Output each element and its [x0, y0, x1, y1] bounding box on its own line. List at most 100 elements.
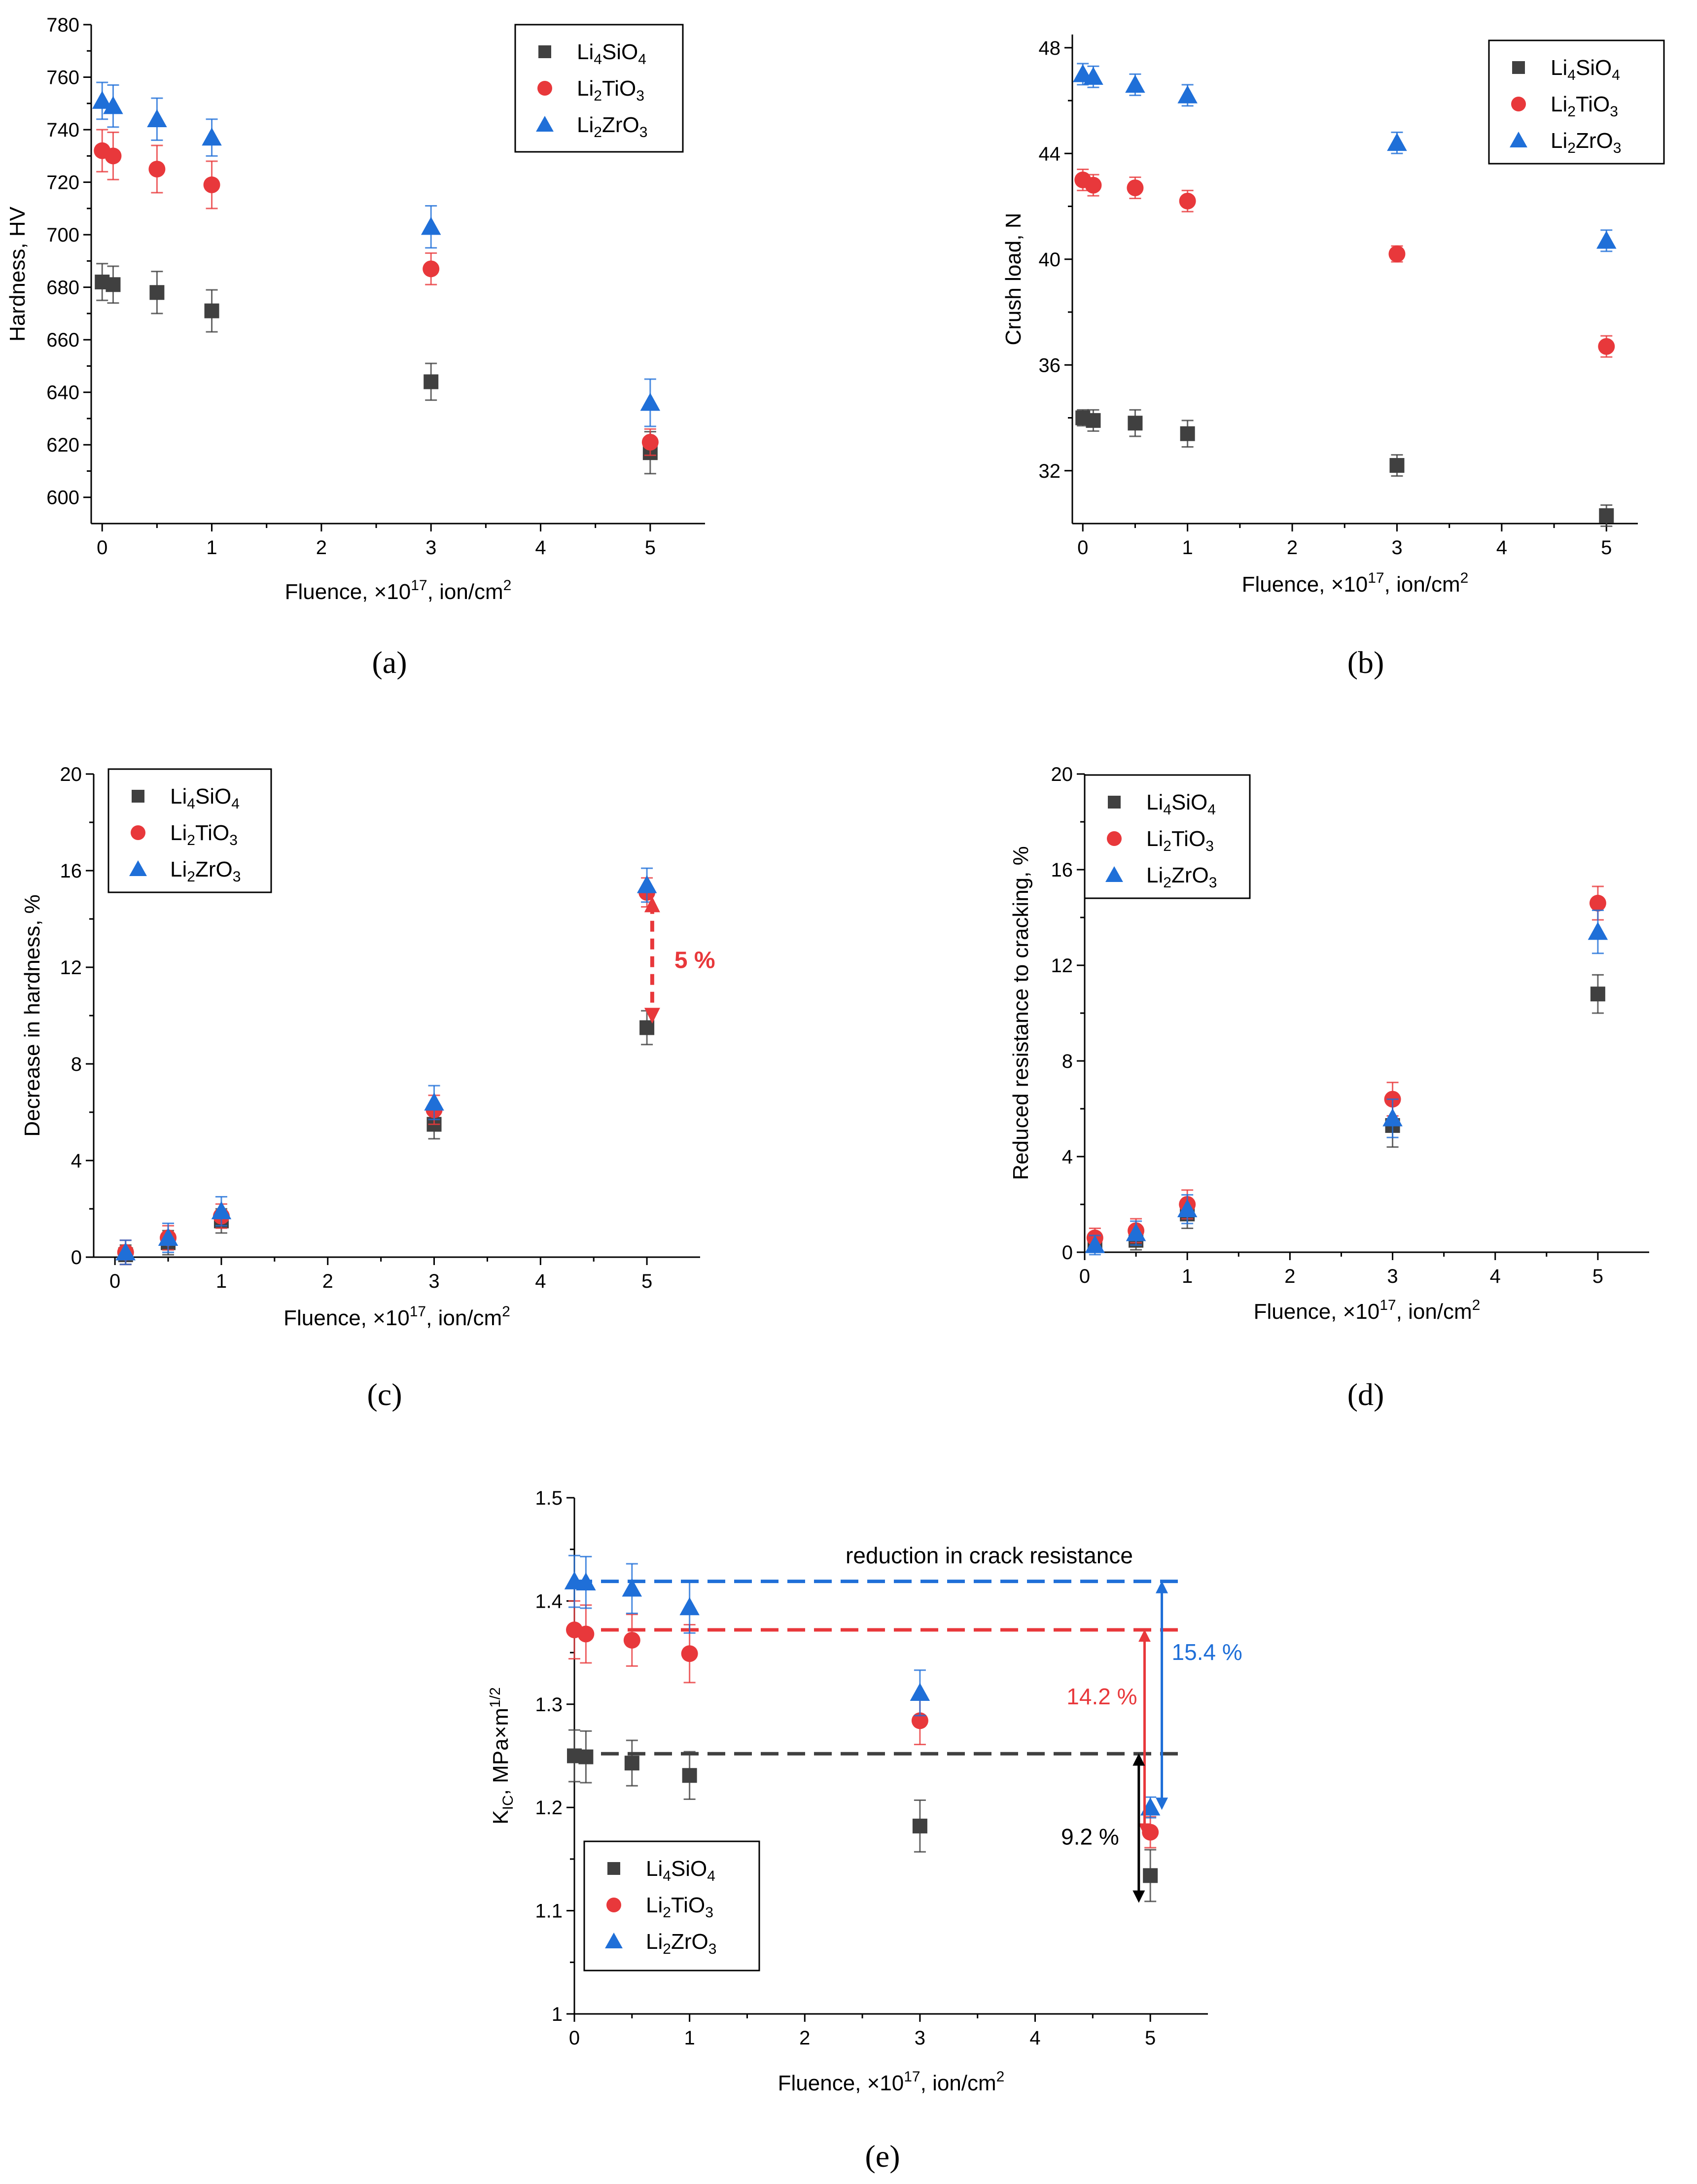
legend-mid: SiO [671, 1857, 707, 1881]
data-point [158, 1228, 178, 1246]
legend-label: Li2TiO3 [170, 821, 238, 848]
data-point [1127, 179, 1144, 197]
x-tick-label: 1 [1182, 537, 1193, 559]
panel-label: (b) [1347, 645, 1384, 680]
x-label-sup2: 2 [1460, 570, 1469, 586]
x-axis-label: Fluence, ×1017, ion/cm2 [285, 577, 512, 604]
legend-label: Li2TiO3 [1146, 827, 1214, 854]
y-tick-label: 760 [46, 67, 79, 89]
x-tick-label: 0 [97, 537, 107, 559]
series-li4sio4 [118, 1010, 655, 1266]
legend-marker [538, 45, 551, 58]
panel-label: (d) [1347, 1377, 1384, 1412]
legend-label: Li2TiO3 [577, 76, 644, 104]
x-label-text: Fluence, ×10 [778, 2071, 904, 2095]
data-point [576, 1572, 596, 1590]
x-tick-label: 2 [316, 537, 327, 559]
x-label-text2: , ion/cm [1396, 1300, 1472, 1324]
legend-label: Li4SiO4 [1146, 790, 1216, 818]
series-li2zro3 [92, 81, 661, 427]
data-point [204, 303, 219, 318]
legend-sub2: 4 [1612, 67, 1620, 83]
legend-sub1: 2 [187, 869, 195, 885]
y-tick-label: 680 [46, 277, 79, 299]
x-tick-label: 2 [1287, 537, 1298, 559]
legend-mid: ZrO [1171, 863, 1209, 887]
y-label-sub: IC [500, 1795, 516, 1810]
legend-label: Li2TiO3 [646, 1893, 713, 1921]
legend-sub1: 4 [1163, 802, 1171, 818]
x-tick-label: 5 [1145, 2027, 1156, 2049]
legend-sub2: 3 [708, 1941, 717, 1957]
legend-sub2: 4 [638, 51, 646, 68]
data-point [1177, 1199, 1198, 1217]
y-tick-label: 1.2 [535, 1797, 563, 1819]
y-tick-label: 700 [46, 224, 79, 246]
data-point [1589, 894, 1606, 912]
y-tick-label: 48 [1039, 37, 1061, 59]
legend-base: Li [1146, 827, 1163, 851]
data-point [424, 1092, 444, 1111]
legend-base: Li [1146, 790, 1163, 814]
x-axis-label: Fluence, ×1017, ion/cm2 [778, 2069, 1005, 2095]
legend-label: Li2ZrO3 [577, 113, 647, 141]
legend-marker [1511, 97, 1526, 111]
legend-mid: SiO [1576, 56, 1612, 80]
legend-sub2: 3 [636, 88, 644, 104]
x-label-text: Fluence, ×10 [283, 1306, 410, 1330]
legend-base: Li [646, 1857, 663, 1881]
x-tick-label: 4 [1496, 537, 1507, 559]
y-tick-label: 620 [46, 434, 79, 456]
legend-sub2: 4 [1207, 802, 1216, 818]
data-point [1388, 246, 1406, 263]
legend-mid: TiO [671, 1893, 705, 1917]
x-label-sup2: 2 [996, 2069, 1005, 2085]
legend-sub2: 4 [231, 796, 240, 812]
x-axis-label: Fluence, ×1017, ion/cm2 [283, 1303, 510, 1330]
x-tick-label: 5 [1601, 537, 1612, 559]
x-tick-label: 4 [535, 1270, 546, 1292]
y-tick-label: 600 [46, 487, 79, 509]
y-tick-label: 44 [1039, 143, 1061, 165]
x-tick-label: 4 [1029, 2027, 1040, 2049]
x-label-text: Fluence, ×10 [1254, 1300, 1380, 1324]
data-point [1085, 176, 1102, 194]
data-point [147, 109, 167, 127]
legend-mid: SiO [1171, 790, 1207, 814]
legend-marker [131, 825, 145, 840]
legend-label: Li2TiO3 [1551, 92, 1618, 120]
reduction-label-black: 9.2 % [1061, 1824, 1119, 1850]
x-tick-label: 0 [569, 2027, 580, 2049]
legend-label: Li2ZrO3 [170, 857, 241, 885]
data-point [421, 216, 441, 235]
legend-base: Li [170, 821, 187, 845]
x-label-sup: 17 [904, 2069, 920, 2085]
x-tick-label: 4 [535, 537, 546, 559]
x-label-text2: , ion/cm [426, 1306, 502, 1330]
legend-mid: SiO [195, 784, 231, 809]
data-point [211, 1201, 232, 1220]
data-point [682, 1768, 697, 1783]
data-point [1387, 133, 1407, 151]
y-tick-label: 8 [71, 1054, 82, 1075]
legend-base: Li [1551, 56, 1567, 80]
legend-sub2: 3 [1205, 838, 1214, 854]
y-tick-label: 1.5 [535, 1487, 563, 1509]
data-point [1382, 1108, 1403, 1127]
x-tick-label: 1 [216, 1270, 227, 1292]
series-li2tio3 [1074, 168, 1615, 358]
series-li2tio3 [566, 1600, 1159, 1849]
legend-label: Li4SiO4 [170, 784, 240, 812]
legend-base: Li [646, 1893, 663, 1917]
legend-sub1: 2 [663, 1904, 671, 1921]
y-tick-label: 1.3 [535, 1694, 563, 1716]
legend-sub2: 3 [1613, 140, 1622, 156]
legend-mid: ZrO [1576, 129, 1613, 153]
data-point [1590, 986, 1605, 1002]
legend-mid: TiO [1576, 92, 1610, 116]
legend-mid: ZrO [195, 857, 233, 881]
data-point [1588, 921, 1608, 940]
y-tick-label: 0 [71, 1247, 82, 1268]
